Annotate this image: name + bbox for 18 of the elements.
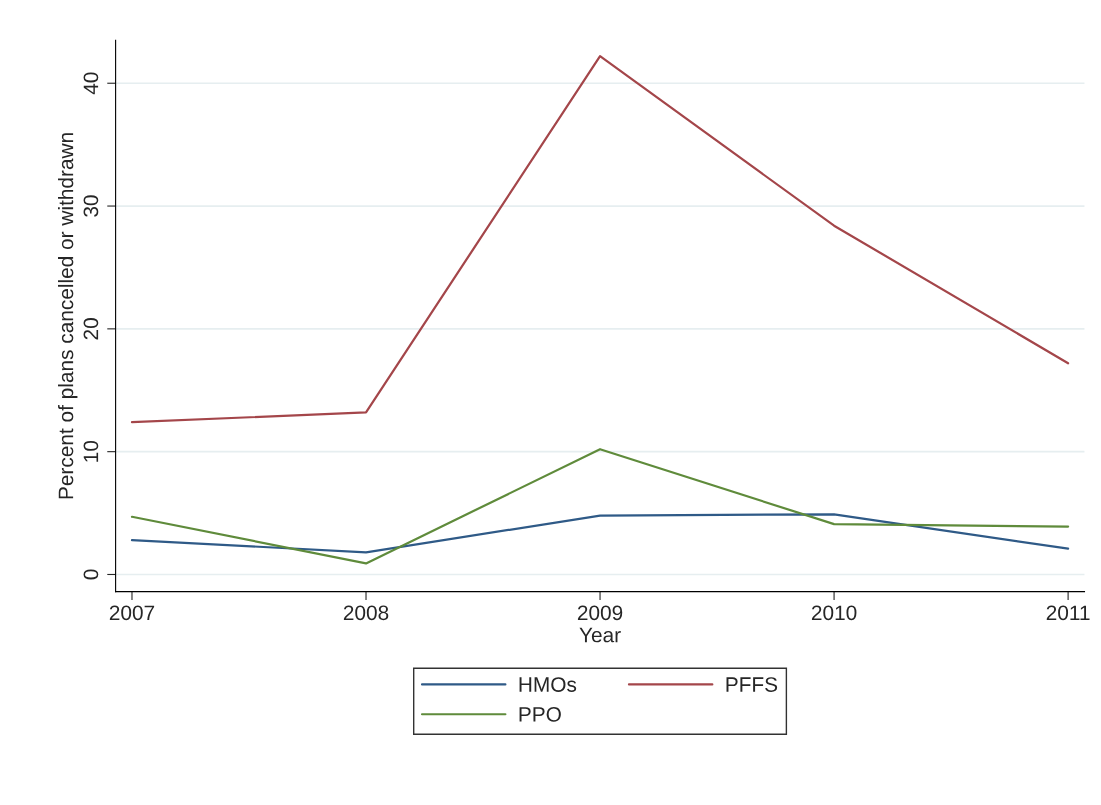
- x-tick-label: 2007: [109, 605, 155, 621]
- y-tick-label: 0: [83, 569, 99, 580]
- line-series: [130, 513, 1070, 554]
- y-tick-label: 30: [83, 195, 99, 217]
- y-tick-label: 20: [83, 318, 99, 340]
- x-tick-label: 2011: [1046, 605, 1090, 621]
- x-axis-title: Year: [579, 627, 621, 643]
- line-series: [130, 448, 1070, 565]
- line-series: [130, 55, 1070, 424]
- legend-label: HMOs: [519, 677, 577, 692]
- legend-label: PPO: [519, 706, 561, 722]
- x-tick-label: 2010: [811, 605, 857, 621]
- y-tick-label: 10: [83, 440, 99, 462]
- y-tick-label: 40: [83, 72, 99, 95]
- y-axis-title: Percent of plans cancelled or withdrawn: [58, 133, 78, 499]
- x-tick-label: 2008: [343, 605, 389, 621]
- x-tick-label: 2009: [577, 605, 623, 621]
- legend-label: PFFS: [726, 677, 778, 692]
